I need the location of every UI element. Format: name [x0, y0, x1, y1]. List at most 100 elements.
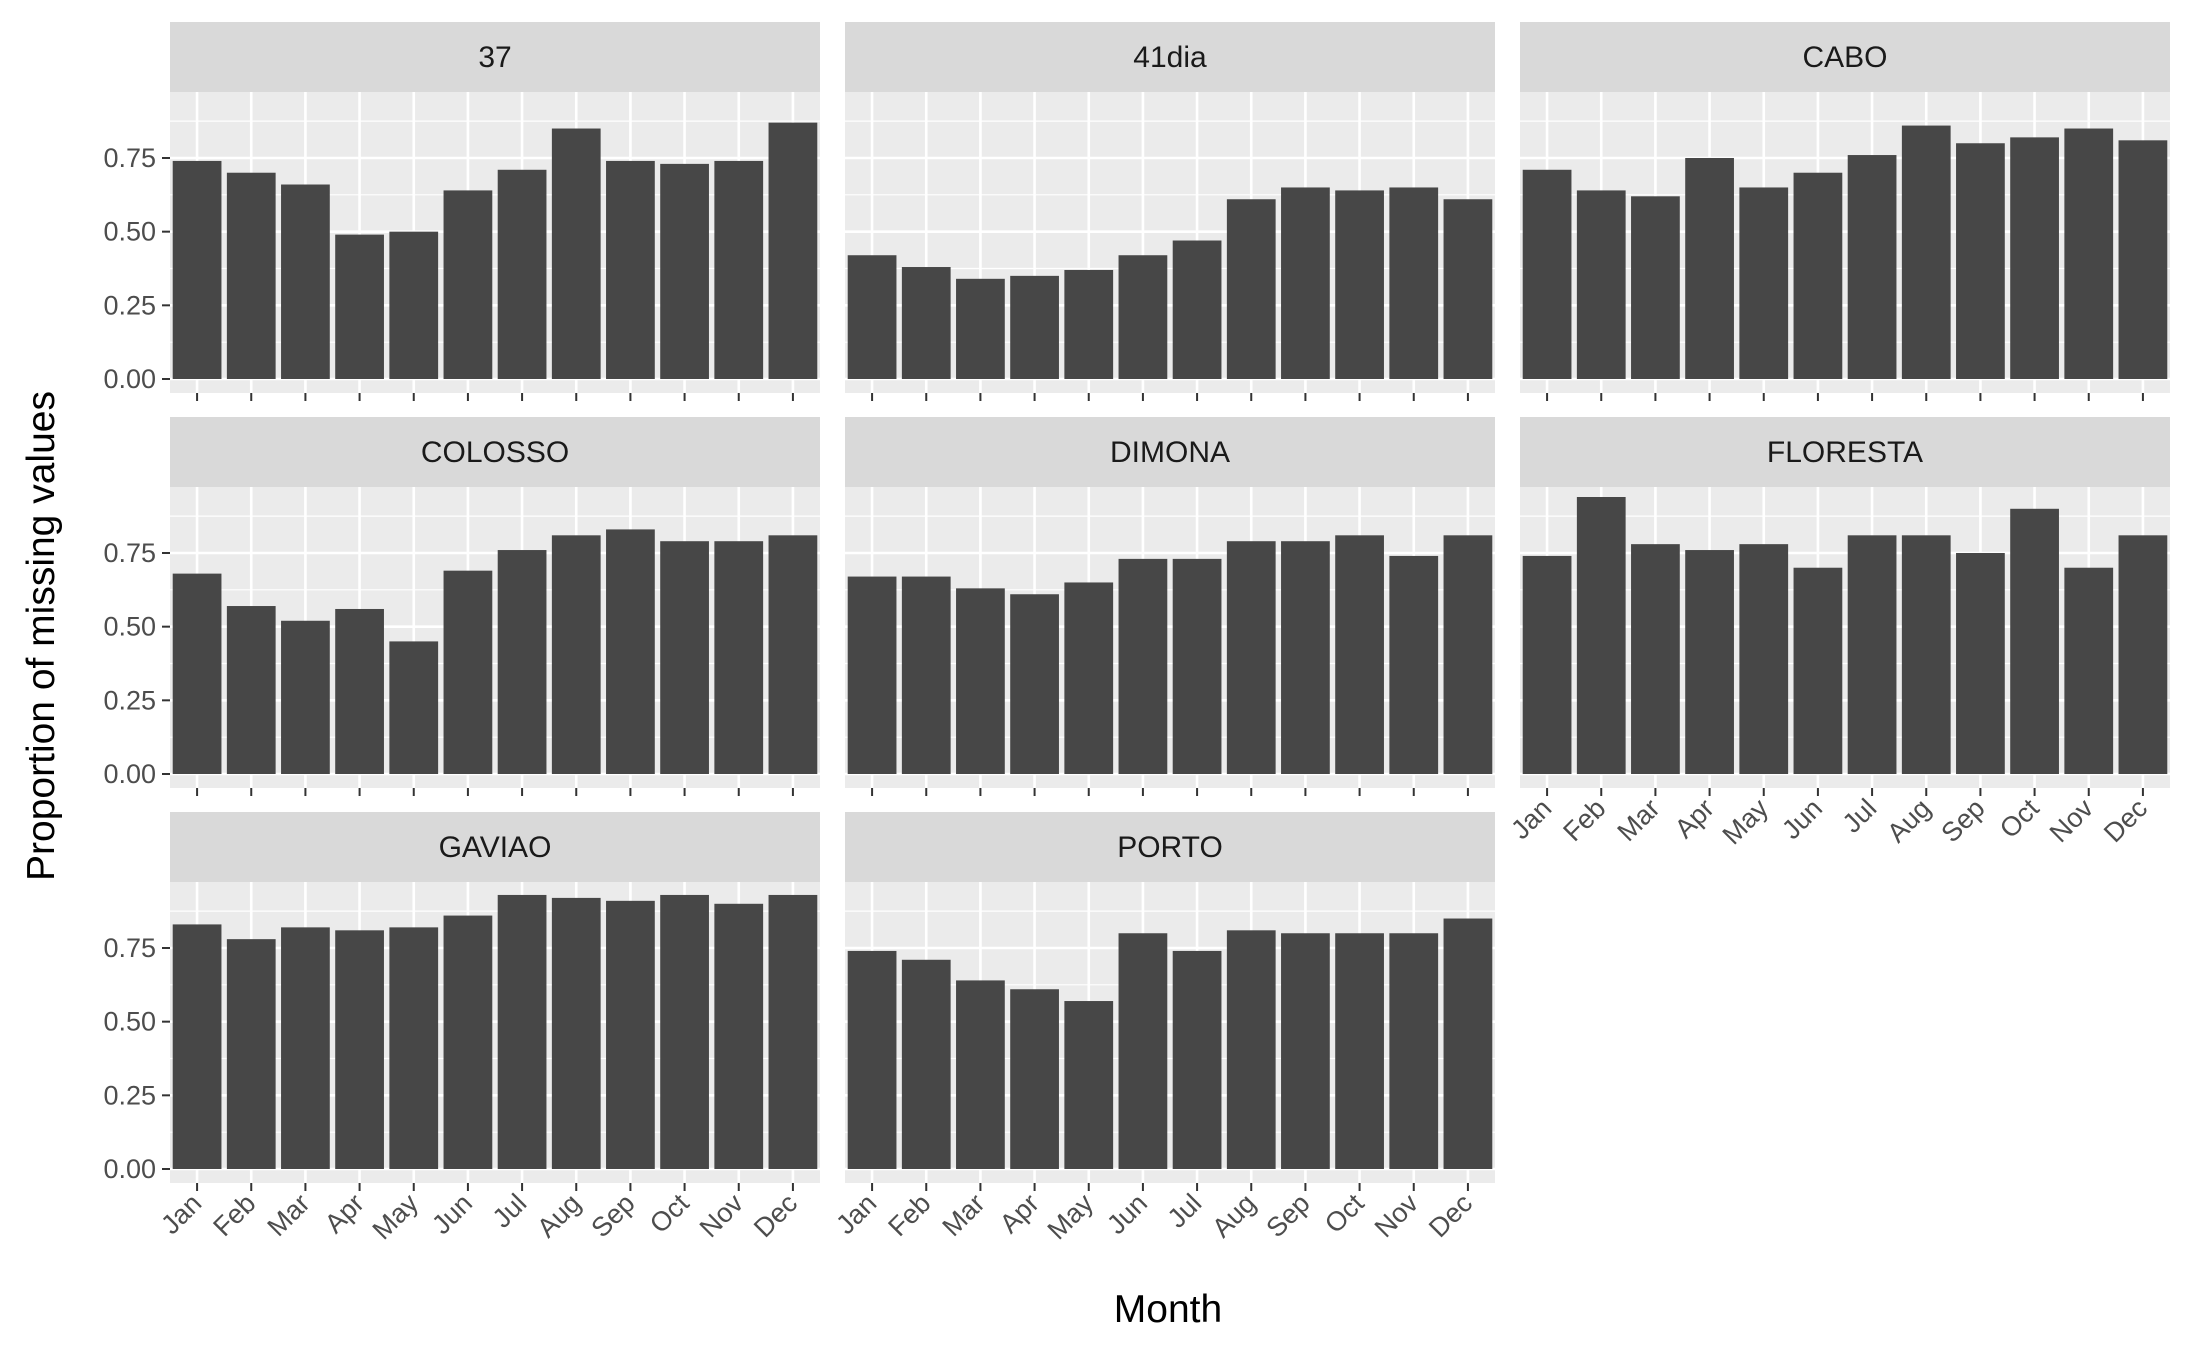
- facet-strip: [170, 812, 820, 882]
- bar: [1281, 187, 1330, 379]
- bar: [389, 641, 439, 774]
- bar: [443, 570, 493, 774]
- bar: [1631, 544, 1680, 774]
- x-tick-label: Sep: [1935, 793, 1990, 848]
- facet-strip-label: 41dia: [1133, 41, 1207, 74]
- bar: [606, 529, 655, 774]
- x-tick-label: Jun: [426, 1188, 478, 1240]
- facet-strip-label: DIMONA: [1110, 436, 1230, 469]
- bar: [2010, 137, 2059, 379]
- bar: [497, 550, 547, 774]
- bar: [172, 573, 222, 774]
- bar: [1281, 541, 1330, 774]
- x-tick-label: Apr: [1669, 793, 1720, 844]
- bar: [1522, 169, 1572, 379]
- bar: [768, 894, 818, 1169]
- bar: [389, 927, 439, 1169]
- bar: [606, 900, 655, 1169]
- bar: [1793, 567, 1843, 774]
- y-tick-label: 0.00: [103, 364, 156, 394]
- facet-panel: COLOSSO 0.00 0.25 0.50 0.75: [103, 417, 820, 796]
- x-tick-label: Feb: [1557, 793, 1611, 847]
- bar: [1739, 187, 1789, 379]
- y-tick-label: 0.25: [103, 1080, 156, 1110]
- bar: [1685, 157, 1734, 379]
- x-tick-label: Apr: [319, 1188, 370, 1239]
- bar: [335, 930, 384, 1169]
- bar: [551, 128, 601, 379]
- panel-background: [170, 882, 820, 1183]
- facet-panels: 37 0.00 0.25 0.50 0.75 41dia CABO COLOSSO 0.00 0.…: [103, 22, 2170, 1245]
- bar: [847, 576, 897, 774]
- bar: [956, 278, 1005, 379]
- bar: [2064, 128, 2114, 379]
- y-tick-label: 0.50: [103, 612, 156, 642]
- x-tick-label: Nov: [2044, 793, 2100, 849]
- bar: [768, 535, 818, 774]
- facet-panel: CABO: [1520, 22, 2170, 401]
- bar: [1522, 555, 1572, 774]
- x-tick-label: Dec: [1423, 1188, 1478, 1243]
- x-tick-label: Apr: [994, 1188, 1045, 1239]
- y-tick-label: 0.00: [103, 1154, 156, 1184]
- bar: [1389, 187, 1439, 379]
- x-tick-label: Oct: [1994, 793, 2045, 844]
- x-tick-label: Jul: [487, 1188, 533, 1234]
- facet-strip: [170, 417, 820, 487]
- bar: [1226, 199, 1276, 379]
- bar: [1118, 933, 1168, 1169]
- bar: [1010, 989, 1059, 1169]
- bar: [2010, 508, 2059, 774]
- bar: [443, 190, 493, 379]
- bar: [1172, 240, 1222, 379]
- x-tick-label: Aug: [1206, 1188, 1261, 1243]
- panel-background: [845, 487, 1495, 788]
- bar: [660, 163, 709, 379]
- x-tick-label: Jun: [1101, 1188, 1153, 1240]
- bar: [172, 924, 222, 1169]
- bar: [1226, 541, 1276, 774]
- bar: [901, 576, 951, 774]
- x-tick-label: Sep: [585, 1188, 640, 1243]
- panel-background: [1520, 487, 2170, 788]
- bar: [1389, 933, 1439, 1169]
- bar: [1172, 950, 1222, 1169]
- bar: [551, 535, 601, 774]
- bar: [1956, 552, 2005, 774]
- bar: [1901, 535, 1951, 774]
- bar: [956, 980, 1005, 1169]
- bar: [389, 231, 439, 379]
- facet-panel: 41dia: [845, 22, 1495, 401]
- facet-panel: DIMONA: [845, 417, 1495, 796]
- x-tick-label: Nov: [694, 1188, 750, 1244]
- y-tick-label: 0.75: [103, 143, 156, 173]
- bar: [1389, 555, 1439, 774]
- bar: [1335, 535, 1384, 774]
- facet-strip: [1520, 22, 2170, 92]
- y-tick-label: 0.75: [103, 933, 156, 963]
- bar: [1576, 497, 1626, 774]
- bar: [335, 234, 384, 379]
- bar: [226, 606, 276, 774]
- bar: [2118, 535, 2168, 774]
- facet-strip-label: FLORESTA: [1767, 436, 1923, 469]
- facet-panel: 37 0.00 0.25 0.50 0.75: [103, 22, 820, 401]
- y-tick-label: 0.25: [103, 290, 156, 320]
- facet-strip: [845, 22, 1495, 92]
- bar: [660, 894, 709, 1169]
- bar: [226, 939, 276, 1169]
- bar: [1335, 190, 1384, 379]
- x-tick-label: Oct: [644, 1188, 695, 1239]
- bar: [1793, 172, 1843, 379]
- facet-strip-label: 37: [478, 41, 511, 74]
- bar: [1172, 558, 1222, 774]
- x-tick-label: Aug: [1881, 793, 1936, 848]
- panel-background: [845, 92, 1495, 393]
- facet-strip-label: GAVIAO: [439, 831, 552, 864]
- bar: [1118, 558, 1168, 774]
- bar: [1443, 535, 1493, 774]
- bar: [281, 620, 330, 774]
- bar: [1739, 544, 1789, 774]
- x-tick-label: Jun: [1776, 793, 1828, 845]
